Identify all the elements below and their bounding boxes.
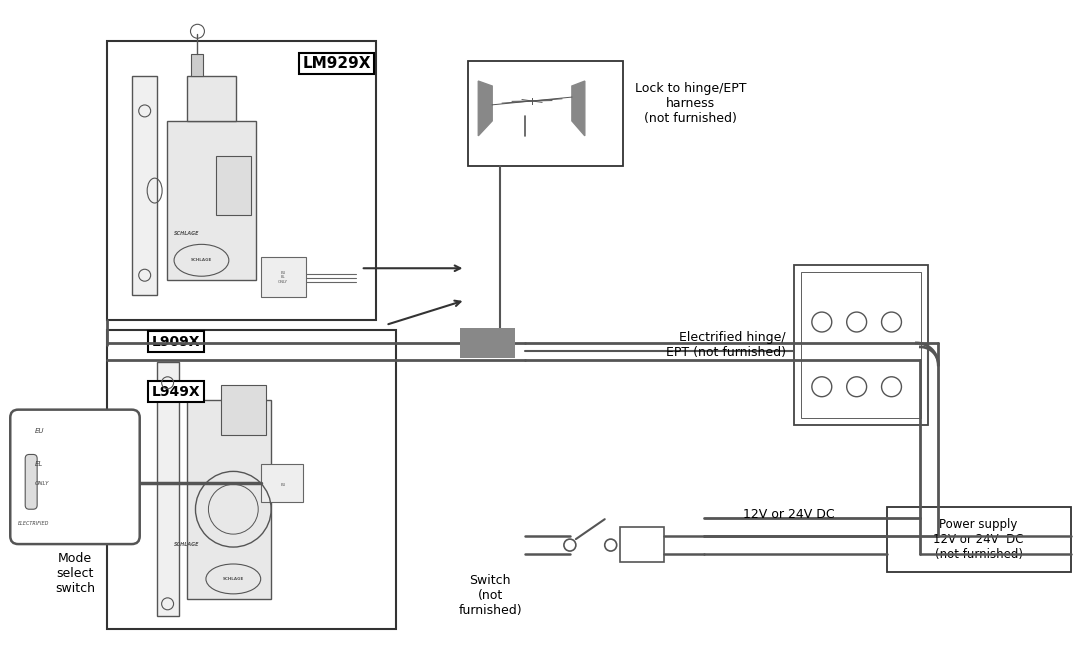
Text: Switch
(not
furnished): Switch (not furnished) xyxy=(458,574,522,617)
FancyBboxPatch shape xyxy=(10,409,140,544)
Bar xyxy=(107,41,376,320)
Text: LM929X: LM929X xyxy=(302,56,370,71)
Bar xyxy=(261,464,303,502)
Text: SCHLAGE: SCHLAGE xyxy=(173,542,199,546)
Bar xyxy=(221,384,266,434)
Bar xyxy=(157,362,179,616)
Bar xyxy=(801,272,922,418)
Polygon shape xyxy=(572,81,585,136)
Text: Power supply
12V or 24V  DC
(not furnished): Power supply 12V or 24V DC (not furnishe… xyxy=(934,518,1023,561)
Text: EU: EU xyxy=(280,483,286,487)
Text: Mode
select
switch: Mode select switch xyxy=(55,552,95,595)
Polygon shape xyxy=(479,81,492,136)
Bar xyxy=(261,257,306,297)
Bar xyxy=(132,76,157,295)
Text: ONLY: ONLY xyxy=(35,481,50,487)
Bar xyxy=(192,54,204,76)
FancyBboxPatch shape xyxy=(25,455,37,509)
Text: L949X: L949X xyxy=(152,384,200,399)
Text: 12V or 24V DC: 12V or 24V DC xyxy=(743,508,835,521)
Text: EL: EL xyxy=(35,461,43,468)
Bar xyxy=(186,76,236,121)
Bar xyxy=(460,328,516,358)
Bar xyxy=(887,507,1071,572)
Bar xyxy=(794,265,928,424)
Bar xyxy=(619,527,665,562)
Text: SCHLAGE: SCHLAGE xyxy=(173,231,199,236)
Text: EU: EU xyxy=(35,428,44,434)
Text: Electrified hinge/
EPT (not furnished): Electrified hinge/ EPT (not furnished) xyxy=(666,331,786,359)
Bar xyxy=(107,330,395,629)
Text: SCHLAGE: SCHLAGE xyxy=(223,577,244,581)
Text: ELECTRIFIED: ELECTRIFIED xyxy=(18,521,50,526)
Bar xyxy=(167,121,257,280)
Bar xyxy=(186,400,271,599)
Text: Lock to hinge/EPT
harness
(not furnished): Lock to hinge/EPT harness (not furnished… xyxy=(635,82,746,125)
Bar xyxy=(468,61,623,166)
Text: EU
EL
ONLY: EU EL ONLY xyxy=(278,271,288,284)
Bar xyxy=(217,156,251,215)
Text: L909X: L909X xyxy=(152,335,200,349)
Text: SCHLAGE: SCHLAGE xyxy=(191,258,212,262)
